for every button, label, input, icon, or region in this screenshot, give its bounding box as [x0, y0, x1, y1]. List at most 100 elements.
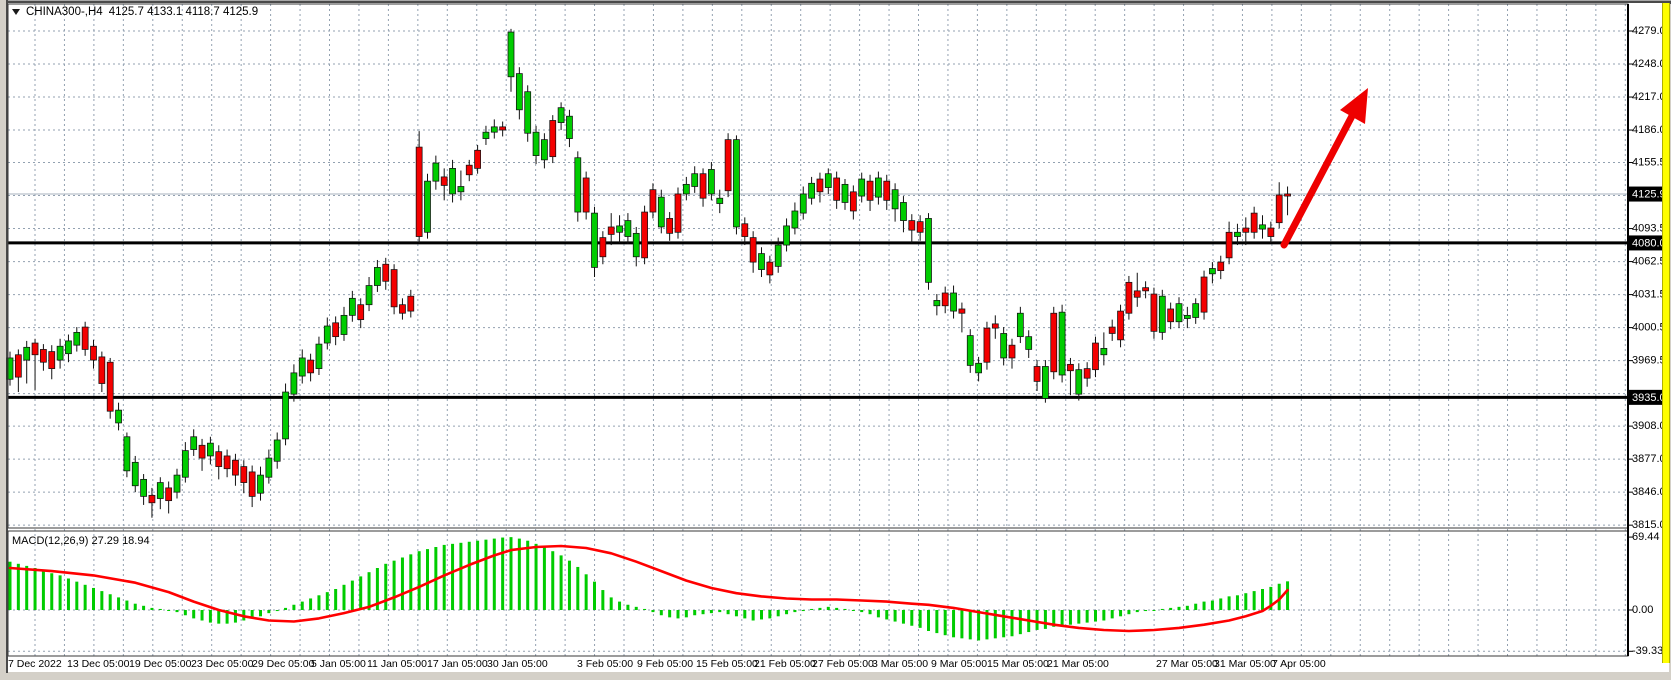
candle-body	[98, 356, 106, 384]
macd-histogram-bar	[801, 610, 805, 612]
candle-body	[549, 120, 557, 158]
candle-body	[432, 162, 440, 182]
candle-body	[691, 173, 699, 187]
macd-histogram-bar	[442, 544, 446, 610]
macd-histogram-bar	[1286, 581, 1290, 610]
candle-body	[56, 345, 64, 361]
candle-body	[649, 189, 657, 213]
symbol-dropdown-icon[interactable]	[12, 9, 20, 15]
macd-histogram-bar	[451, 543, 455, 610]
candle-body	[1108, 326, 1116, 334]
candle-body	[875, 177, 882, 198]
candle-body	[1267, 227, 1275, 237]
macd-histogram-bar	[33, 568, 37, 610]
macd-histogram-bar	[977, 610, 981, 641]
candle-body	[1167, 308, 1175, 323]
window-left-border	[0, 0, 8, 680]
candle-body	[298, 357, 306, 377]
macd-histogram-bar	[25, 565, 29, 610]
candle-body	[1050, 312, 1058, 373]
candle-body	[90, 345, 97, 361]
time-axis-label: 9 Mar 05:00	[931, 658, 988, 670]
candle-body	[348, 297, 356, 316]
macd-histogram-bar	[1210, 600, 1214, 610]
macd-histogram-bar	[83, 584, 87, 610]
macd-histogram-bar	[993, 610, 997, 639]
candle-body	[407, 295, 415, 312]
candle-body	[824, 173, 832, 188]
macd-axis-label: 0.00	[1632, 604, 1653, 616]
macd-histogram-bar	[41, 570, 45, 610]
candle-body	[1092, 342, 1099, 371]
macd-histogram-bar	[868, 610, 872, 615]
candle-body	[674, 193, 682, 233]
time-axis-label: 23 Dec 05:00	[191, 658, 254, 670]
candle-body	[883, 180, 891, 201]
macd-histogram-bar	[835, 607, 839, 610]
macd-histogram-bar	[584, 574, 588, 610]
time-axis-label: 3 Feb 05:00	[577, 658, 634, 670]
candle-body	[181, 450, 189, 478]
candle-body	[916, 221, 924, 233]
candle-body	[190, 436, 198, 450]
candle-body	[1234, 231, 1241, 237]
macd-histogram-bar	[1227, 596, 1231, 610]
candle-body	[833, 177, 841, 201]
candle-body	[799, 193, 807, 214]
candle-body	[106, 361, 114, 412]
candle-body	[515, 73, 523, 111]
candle-body	[1067, 363, 1074, 372]
candle-body	[1217, 261, 1225, 272]
candle-body	[858, 178, 866, 197]
price-axis-label: 4000.5	[1632, 322, 1666, 334]
candle-body	[165, 487, 173, 502]
time-axis-label: 13 Dec 05:00	[67, 658, 130, 670]
price-axis-label: 4217.0	[1632, 91, 1666, 103]
candle-body	[657, 196, 665, 228]
trend-arrow-shaft[interactable]	[1280, 112, 1356, 249]
candle-body	[273, 439, 281, 462]
candle-body	[415, 146, 423, 237]
macd-histogram-bar	[851, 610, 855, 611]
time-axis-label: 19 Dec 05:00	[129, 658, 192, 670]
candle-body	[1117, 310, 1124, 341]
candle-body	[641, 211, 648, 259]
price-axis-label: 3969.5	[1632, 355, 1666, 367]
macd-histogram-bar	[918, 610, 922, 628]
macd-histogram-bar	[350, 580, 354, 610]
time-axis-label: 17 Jan 05:00	[427, 658, 488, 670]
macd-histogram-bar	[985, 610, 989, 640]
macd-histogram-bar	[409, 554, 413, 610]
price-axis-label: 3846.0	[1632, 486, 1666, 498]
time-axis[interactable]: 7 Dec 2022 13 Dec 05:00 19 Dec 05:00 23 Dec…	[0, 658, 1671, 672]
macd-histogram-bar	[634, 606, 638, 610]
macd-histogram-bar	[1261, 589, 1264, 610]
candle-body	[315, 343, 323, 369]
time-axis-label: 30 Jan 05:00	[487, 658, 548, 670]
candle-body	[1083, 368, 1091, 379]
candle-body	[390, 269, 398, 308]
candle-body	[900, 202, 907, 221]
macd-histogram-bar	[342, 584, 346, 610]
price-badge	[1628, 235, 1666, 251]
candle-body	[933, 300, 941, 307]
candle-body	[616, 225, 623, 233]
time-axis-label: 21 Feb 05:00	[754, 658, 816, 670]
macd-histogram-bar	[751, 610, 755, 621]
candle-body	[1058, 311, 1066, 376]
macd-histogram-bar	[901, 610, 905, 624]
macd-histogram-bar	[325, 592, 329, 610]
candle-body	[816, 178, 824, 193]
candle-body	[666, 218, 674, 234]
time-axis-label: 7 Apr 05:00	[1272, 658, 1326, 670]
macd-histogram-bar	[467, 541, 471, 610]
macd-histogram-bar	[651, 610, 655, 613]
candle-body	[983, 327, 991, 363]
macd-histogram-bar	[885, 610, 889, 620]
candle-body	[207, 442, 214, 457]
macd-histogram-bar	[709, 610, 713, 614]
macd-histogram-bar	[1018, 610, 1022, 635]
symbol-timeframe-label: CHINA300-,H4	[26, 6, 103, 18]
macd-histogram-bar	[267, 610, 271, 614]
